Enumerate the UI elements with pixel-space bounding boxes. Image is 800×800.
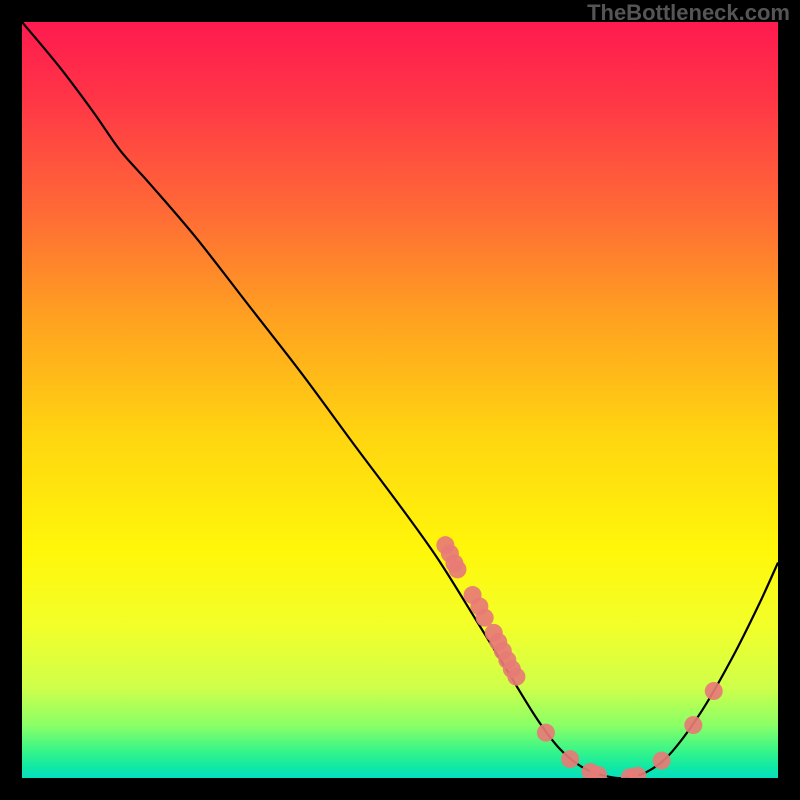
chart-svg bbox=[22, 22, 778, 778]
plot-area bbox=[22, 22, 778, 778]
scatter-point bbox=[537, 724, 555, 742]
watermark-text: TheBottleneck.com bbox=[587, 0, 790, 26]
scatter-point bbox=[705, 682, 723, 700]
scatter-point bbox=[476, 609, 494, 627]
scatter-point bbox=[653, 752, 671, 770]
scatter-point bbox=[684, 716, 702, 734]
scatter-point bbox=[561, 750, 579, 768]
gradient-background bbox=[22, 22, 778, 778]
scatter-point bbox=[448, 560, 466, 578]
scatter-point bbox=[507, 668, 525, 686]
